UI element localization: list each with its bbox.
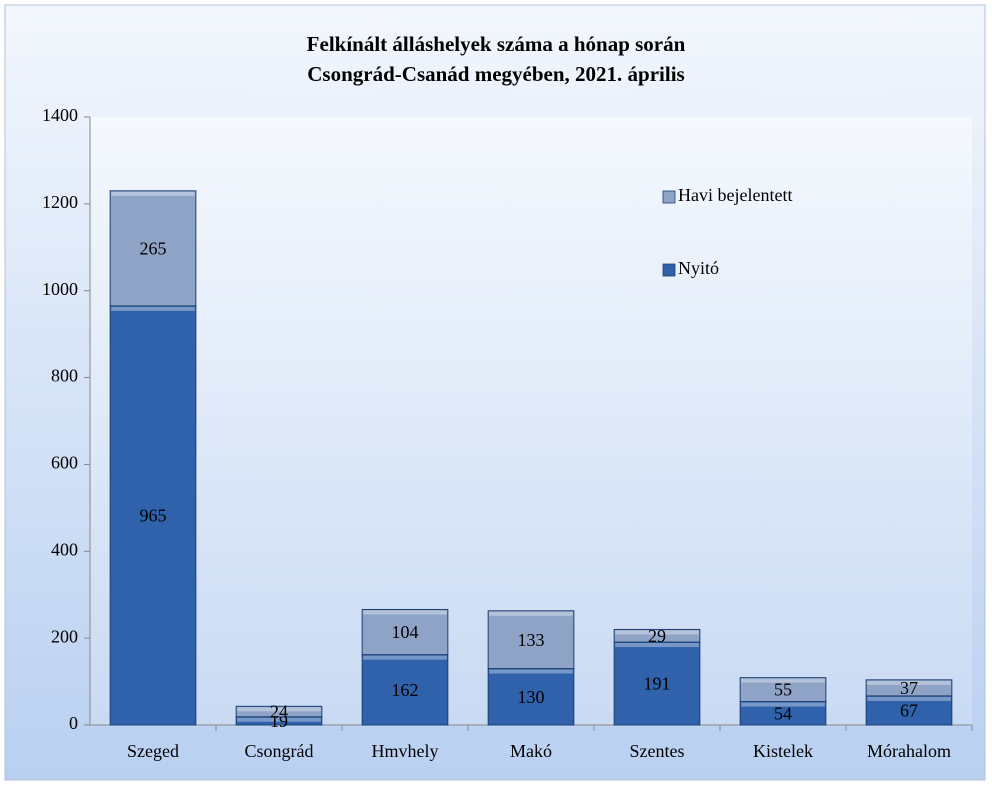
x-tick-label: Hmvhely xyxy=(372,741,439,761)
bar-segment xyxy=(487,610,575,670)
x-tick-label: Szentes xyxy=(630,741,685,761)
data-label: 133 xyxy=(518,630,545,650)
y-tick-label: 1000 xyxy=(42,279,78,299)
bar-highlight xyxy=(363,655,447,660)
x-tick-label: Szeged xyxy=(127,741,179,761)
bar-highlight xyxy=(615,643,699,648)
legend-label: Nyitó xyxy=(678,258,719,278)
data-label: 54 xyxy=(774,703,792,723)
bar-segment xyxy=(613,628,701,643)
bar-highlight xyxy=(111,191,195,196)
bar-highlight xyxy=(237,707,321,712)
bar-segment xyxy=(235,705,323,718)
bar-segment xyxy=(487,668,575,726)
bar-segment xyxy=(865,679,953,697)
x-tick-label: Csongrád xyxy=(245,741,314,761)
bar-highlight xyxy=(363,610,447,615)
bar-segment xyxy=(739,677,827,703)
data-label: 55 xyxy=(774,680,792,700)
y-tick-label: 800 xyxy=(51,366,78,386)
y-tick-label: 1400 xyxy=(42,105,78,125)
bar-segment xyxy=(109,305,197,726)
bar-highlight xyxy=(867,696,951,701)
data-label: 191 xyxy=(644,674,671,694)
data-label: 104 xyxy=(392,622,419,642)
bar-segment xyxy=(361,608,449,656)
data-label: 24 xyxy=(270,702,288,722)
data-label: 29 xyxy=(648,626,666,646)
bar-highlight xyxy=(615,630,699,635)
bar-segment xyxy=(109,190,197,307)
chart-title: Csongrád-Csanád megyében, 2021. április xyxy=(307,62,684,86)
y-tick-label: 200 xyxy=(51,626,78,646)
bar-highlight xyxy=(867,680,951,685)
data-label: 162 xyxy=(392,680,419,700)
bar-highlight xyxy=(489,611,573,616)
bar-segment xyxy=(613,641,701,726)
data-label: 130 xyxy=(518,687,545,707)
y-tick-label: 400 xyxy=(51,539,78,559)
data-label: 67 xyxy=(900,701,918,721)
y-tick-label: 600 xyxy=(51,453,78,473)
bar-highlight xyxy=(741,702,825,707)
bar-segment xyxy=(361,654,449,726)
x-tick-label: Mórahalom xyxy=(867,741,951,761)
x-tick-label: Kistelek xyxy=(753,741,813,761)
bar-highlight xyxy=(111,306,195,311)
bar-highlight xyxy=(489,669,573,674)
legend-swatch xyxy=(662,263,676,277)
chart-title: Felkínált álláshelyek száma a hónap sorá… xyxy=(307,32,686,56)
y-tick-label: 0 xyxy=(69,713,78,733)
y-tick-label: 1200 xyxy=(42,192,78,212)
x-tick-label: Makó xyxy=(510,741,552,761)
legend-swatch xyxy=(662,190,676,204)
data-label: 265 xyxy=(140,238,167,258)
data-label: 965 xyxy=(140,506,167,526)
bar-highlight xyxy=(237,717,321,722)
data-label: 37 xyxy=(900,678,918,698)
legend-label: Havi bejelentett xyxy=(678,185,792,205)
bar-highlight xyxy=(741,678,825,683)
